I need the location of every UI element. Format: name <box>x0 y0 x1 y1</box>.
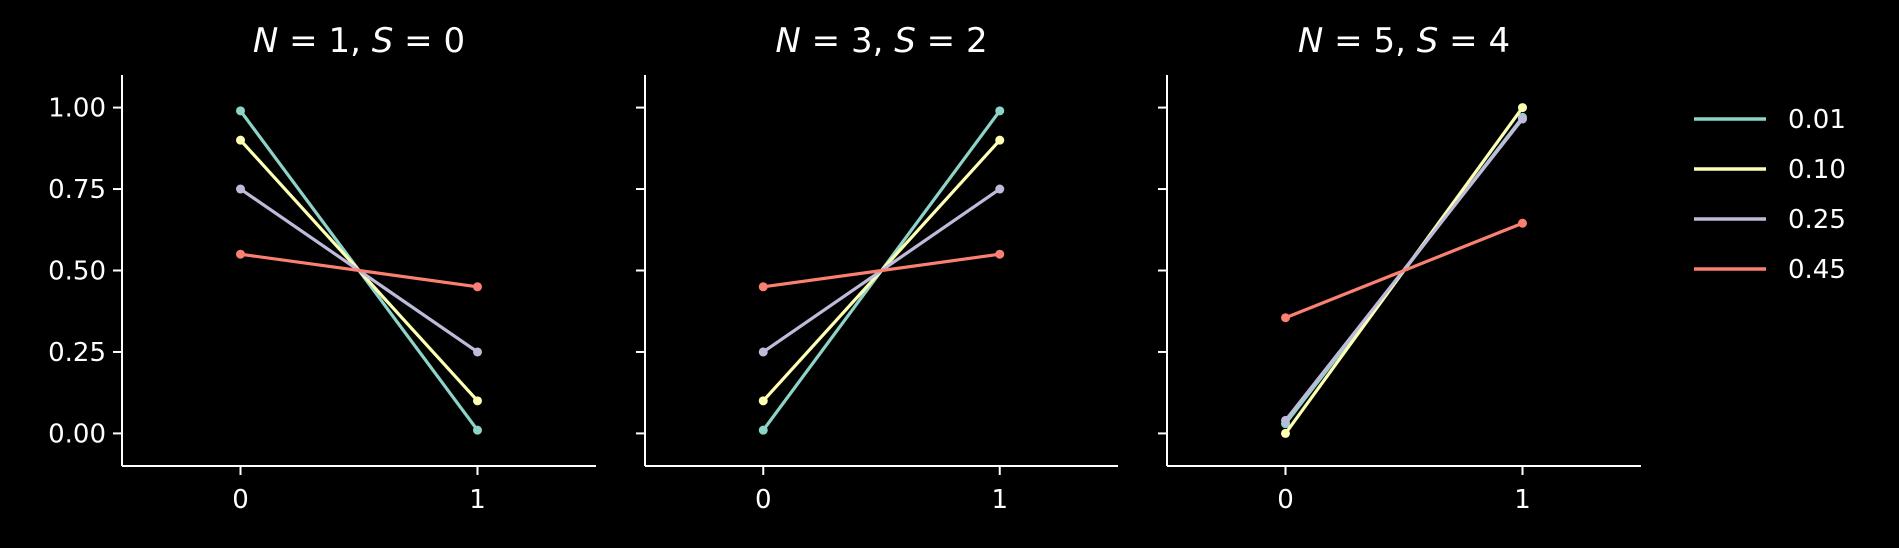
title-value: 1 <box>328 21 350 61</box>
series-point-0.10 <box>995 135 1005 145</box>
title-separator: , <box>873 21 895 61</box>
series-point-0.25 <box>995 184 1005 194</box>
series-point-0.10 <box>1518 103 1527 113</box>
x-tick-label: 1 <box>1514 485 1531 515</box>
series-point-0.45 <box>995 249 1005 259</box>
title-value: 0 <box>443 21 465 61</box>
panel-title: N = 3, S = 2 <box>775 21 987 61</box>
x-tick-label: 1 <box>991 485 1008 515</box>
title-value: 5 <box>1373 21 1395 61</box>
title-separator: = <box>278 21 328 61</box>
series-point-0.45 <box>236 249 245 259</box>
title-separator: = <box>916 21 966 61</box>
series-point-0.25 <box>236 184 245 194</box>
series-point-0.45 <box>1281 313 1290 323</box>
series-point-0.45 <box>473 282 482 292</box>
title-variable: N <box>1298 21 1323 61</box>
title-variable: N <box>253 21 278 61</box>
series-point-0.45 <box>1518 218 1527 228</box>
series-point-0.25 <box>758 347 768 357</box>
series-line-0.45 <box>238 252 480 289</box>
panel-3: N = 5, S = 4 0 1 <box>1158 21 1641 515</box>
y-tick-label: 0.50 <box>48 257 106 287</box>
series-point-0.25 <box>473 347 482 357</box>
legend-label: 0.45 <box>1788 255 1846 285</box>
x-tick-label: 0 <box>1277 485 1294 515</box>
panel-title: N = 5, S = 4 <box>1298 21 1510 61</box>
series-line-0.45 <box>761 252 1002 289</box>
series-line-0.45 <box>1283 221 1525 320</box>
title-variable: S <box>372 21 394 61</box>
series-point-0.10 <box>236 135 245 145</box>
title-value: 3 <box>851 21 873 61</box>
title-variable: S <box>894 21 916 61</box>
y-tick-label: 0.25 <box>48 338 106 368</box>
title-separator: , <box>350 21 372 61</box>
series-point-0.01 <box>758 425 768 435</box>
series-point-0.10 <box>473 396 482 406</box>
series-point-0.10 <box>1281 428 1290 438</box>
title-separator: = <box>801 21 851 61</box>
series-point-0.25 <box>1518 114 1527 124</box>
legend-label: 0.10 <box>1788 155 1846 185</box>
panel-1: N = 1, S = 0 0.00 0.25 0.50 0.75 1.00 0 1 <box>48 21 596 515</box>
legend: 0.01 0.10 0.25 0.45 <box>1694 105 1846 285</box>
series-point-0.01 <box>473 425 482 435</box>
panel-title: N = 1, S = 0 <box>253 21 465 61</box>
panel-2: N = 3, S = 2 0 1 <box>636 21 1118 515</box>
title-value: 4 <box>1488 21 1510 61</box>
title-separator: = <box>1323 21 1373 61</box>
x-tick-label: 0 <box>755 485 772 515</box>
legend-label: 0.25 <box>1788 205 1846 235</box>
x-tick-label: 1 <box>469 485 486 515</box>
title-value: 2 <box>966 21 988 61</box>
title-variable: S <box>1417 21 1439 61</box>
legend-label: 0.01 <box>1788 105 1846 135</box>
title-separator: = <box>1438 21 1488 61</box>
series-point-0.01 <box>236 106 245 116</box>
title-separator: , <box>1395 21 1417 61</box>
series-point-0.01 <box>995 106 1005 116</box>
y-tick-label: 0.00 <box>48 419 106 449</box>
x-tick-label: 0 <box>232 485 249 515</box>
title-separator: = <box>393 21 443 61</box>
title-variable: N <box>775 21 800 61</box>
y-tick-label: 0.75 <box>48 175 106 205</box>
series-point-0.25 <box>1281 415 1290 425</box>
y-tick-label: 1.00 <box>48 94 106 124</box>
series-point-0.10 <box>758 396 768 406</box>
series-point-0.45 <box>758 282 768 292</box>
